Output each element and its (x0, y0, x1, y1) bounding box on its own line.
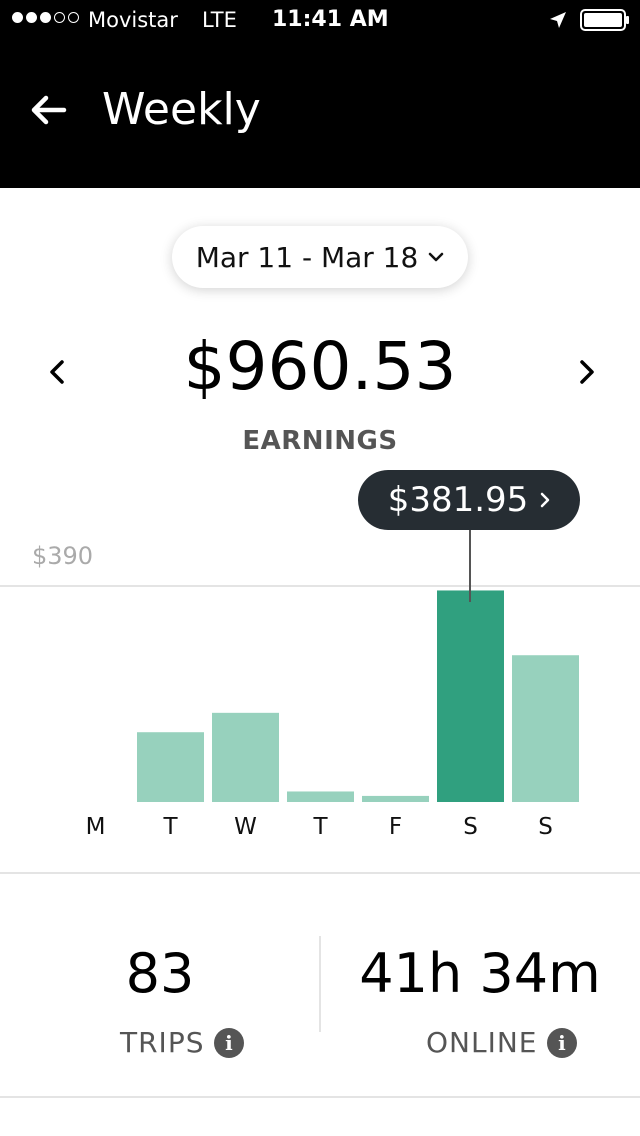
chart-bar[interactable] (362, 795, 429, 802)
online-time: 41h 34m (359, 942, 601, 1005)
status-time: 11:41 AM (272, 7, 389, 32)
page-title: Weekly (102, 84, 261, 135)
chart-day-label: M (86, 814, 106, 840)
chevron-right-icon[interactable] (568, 352, 604, 392)
chart-bar[interactable] (437, 590, 504, 802)
chart-day-label: F (389, 814, 402, 840)
info-icon[interactable]: i (547, 1027, 578, 1058)
chart-max-label: $390 (32, 542, 94, 570)
chart-bar[interactable] (512, 655, 579, 802)
arrow-left-icon[interactable] (26, 86, 74, 134)
section-divider (0, 1096, 640, 1098)
chart-bar[interactable] (137, 732, 204, 802)
online-label-row: ONLINE i (426, 1026, 578, 1059)
battery-icon (580, 9, 629, 31)
selected-day-tooltip[interactable]: $381.95 (358, 470, 580, 530)
section-divider (0, 872, 640, 874)
chart-day-label: W (234, 814, 257, 840)
chart-day-label: T (312, 814, 328, 840)
date-range-label: Mar 11 - Mar 18 (195, 240, 419, 274)
signal-strength-icon (12, 12, 79, 23)
status-bar: Movistar LTE 11:41 AM (0, 0, 640, 40)
chart-day-label: S (538, 814, 553, 840)
app-header: Weekly (0, 40, 640, 188)
trips-count: 83 (125, 942, 195, 1005)
chevron-right-icon (541, 492, 550, 508)
trips-label-row: TRIPS i (120, 1026, 245, 1059)
tooltip-value: $381.95 (387, 480, 529, 520)
tooltip-pointer-line (469, 530, 471, 602)
chevron-left-icon[interactable] (40, 352, 76, 392)
chart-bar[interactable] (287, 791, 354, 802)
chart-bar[interactable] (212, 712, 279, 802)
chevron-down-icon (429, 252, 444, 262)
info-icon[interactable]: i (214, 1027, 245, 1058)
date-range-selector[interactable]: Mar 11 - Mar 18 (172, 226, 468, 288)
trips-label: TRIPS (120, 1026, 205, 1059)
chart-max-gridline (0, 585, 640, 587)
chart-day-label: T (162, 814, 178, 840)
carrier-name: Movistar (88, 8, 178, 32)
location-arrow-icon (550, 12, 566, 28)
earnings-amount: $960.53 (183, 328, 457, 405)
stats-separator (319, 936, 321, 1032)
network-type: LTE (202, 8, 237, 32)
chart-day-label: S (463, 814, 478, 840)
online-label: ONLINE (426, 1026, 538, 1059)
earnings-label: EARNINGS (242, 426, 398, 456)
